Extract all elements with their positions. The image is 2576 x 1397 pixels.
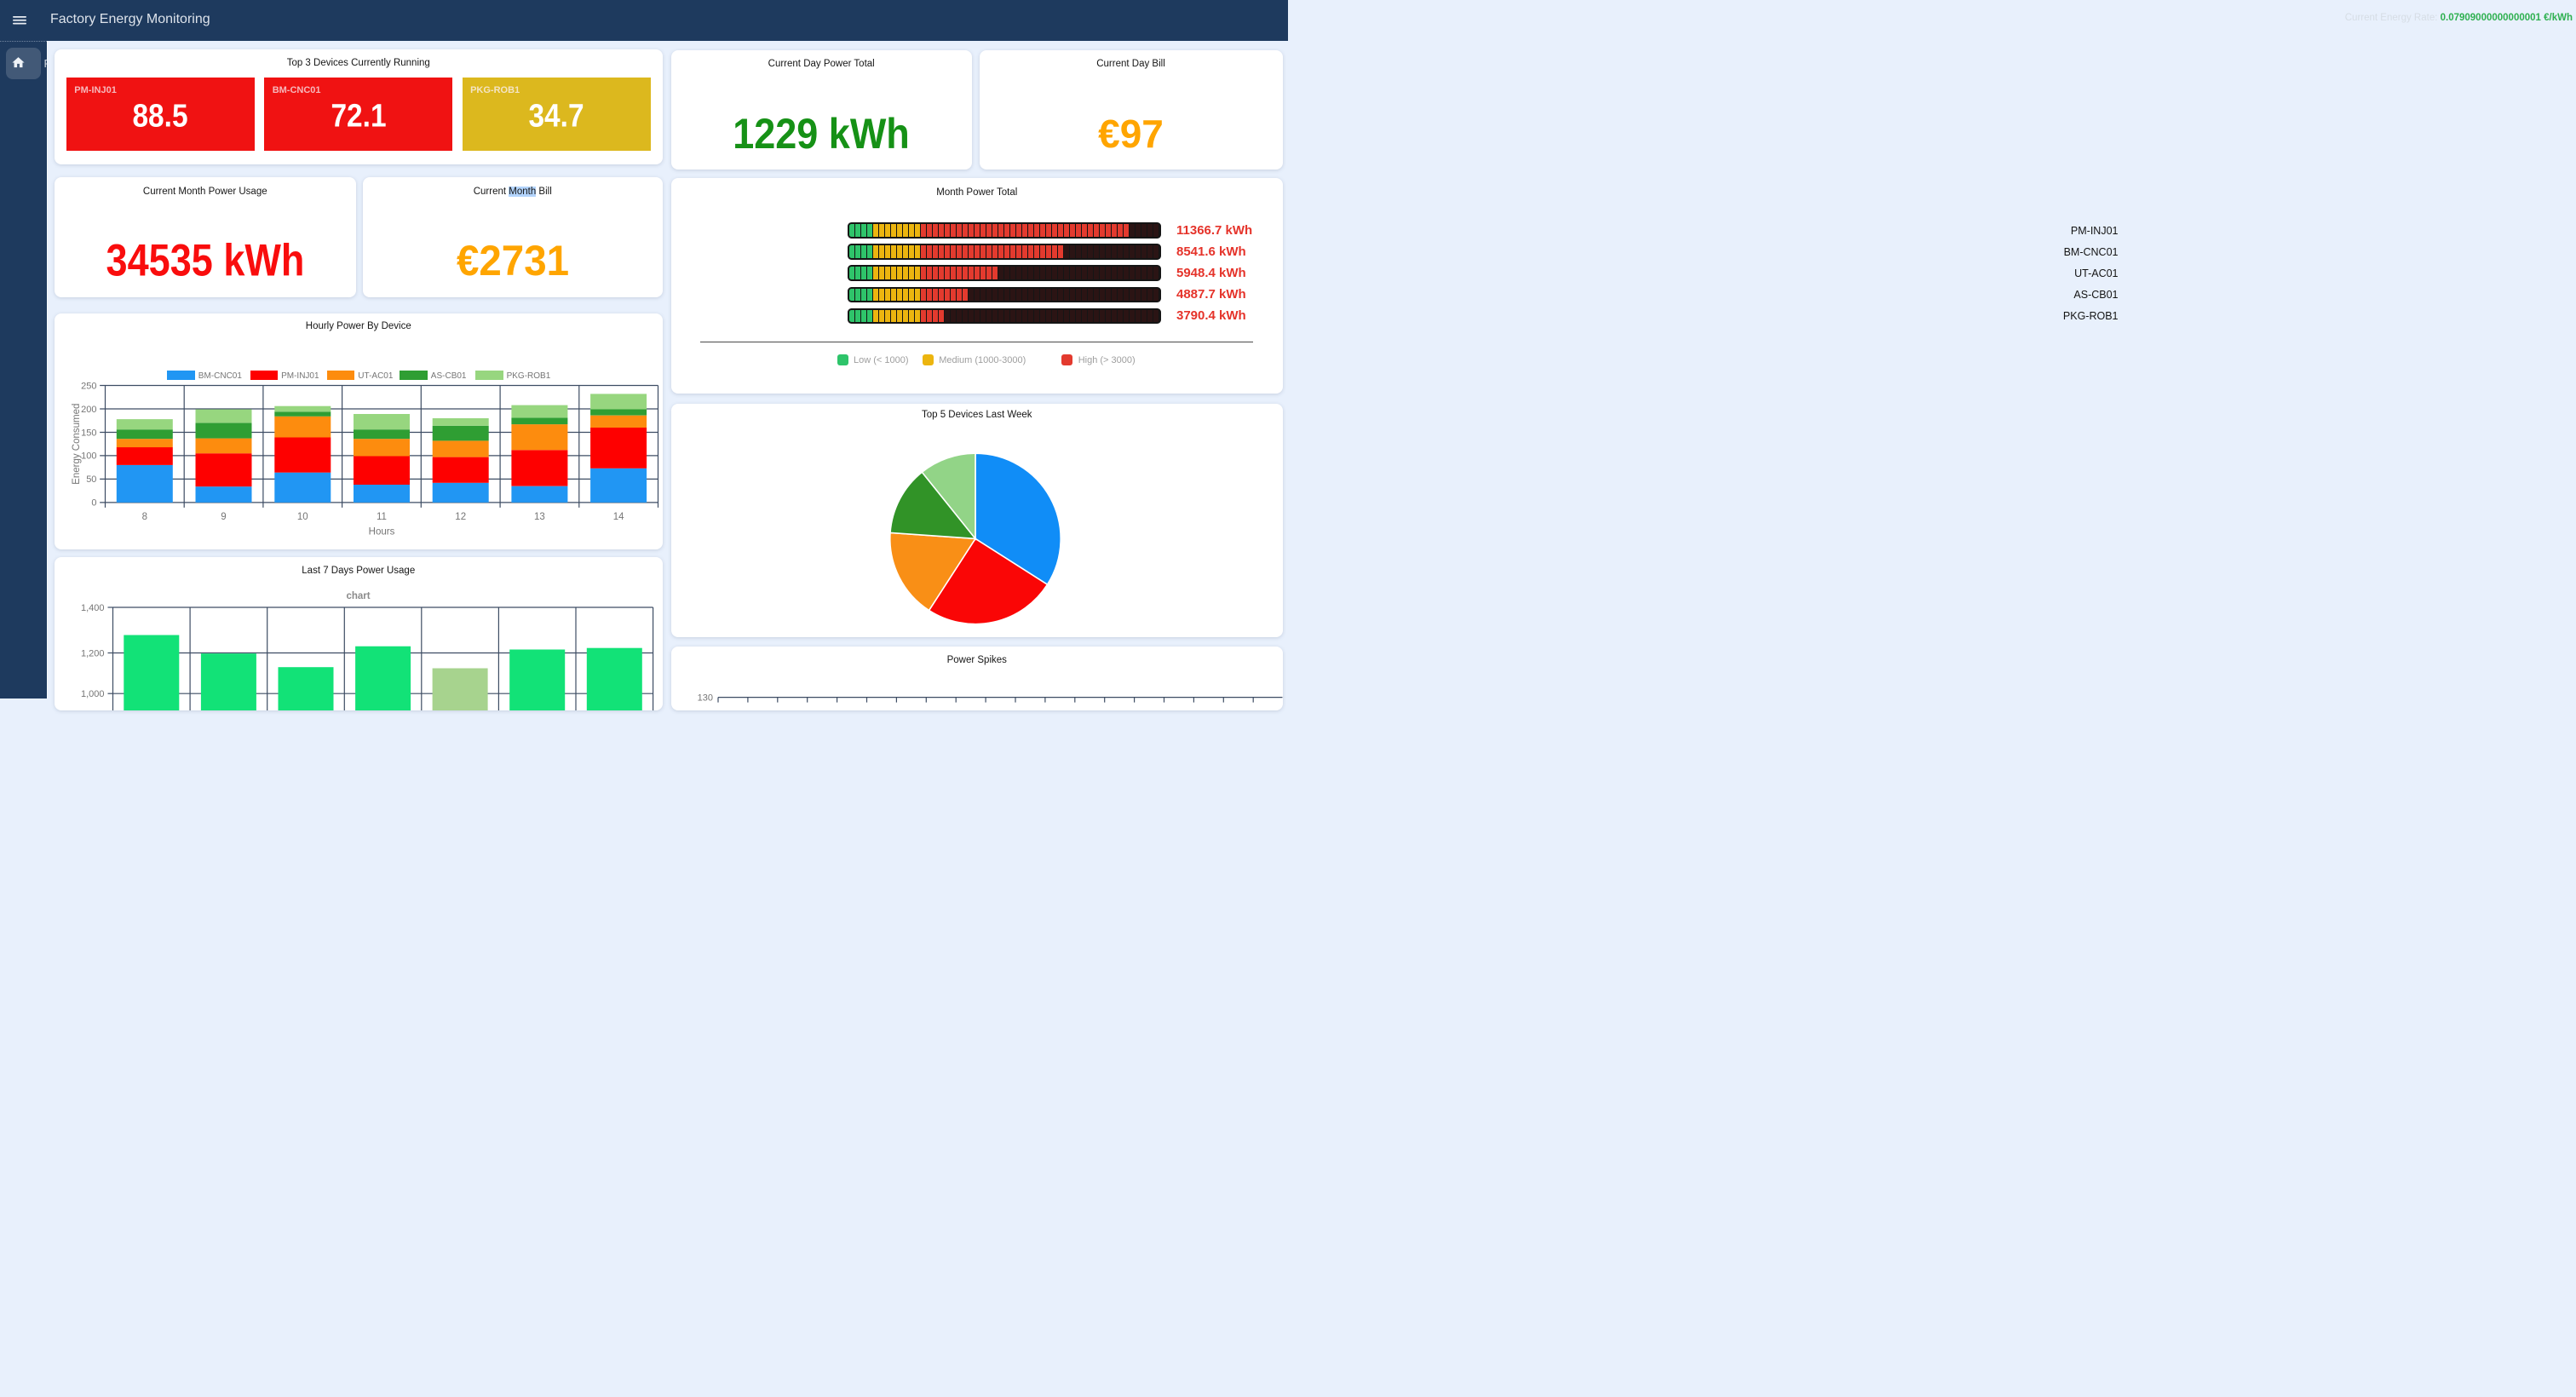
svg-text:14: 14 bbox=[613, 512, 624, 522]
svg-text:1,200: 1,200 bbox=[81, 648, 105, 658]
svg-text:12: 12 bbox=[455, 512, 466, 522]
svg-text:100: 100 bbox=[81, 451, 96, 462]
svg-text:10: 10 bbox=[297, 512, 308, 522]
svg-text:150: 150 bbox=[81, 428, 96, 438]
svg-text:200: 200 bbox=[81, 405, 96, 415]
svg-text:130: 130 bbox=[698, 693, 713, 704]
svg-text:1,400: 1,400 bbox=[81, 603, 105, 613]
svg-text:8: 8 bbox=[142, 512, 147, 522]
svg-text:9: 9 bbox=[221, 512, 226, 522]
svg-text:1,000: 1,000 bbox=[81, 689, 105, 699]
svg-text:Hours: Hours bbox=[369, 526, 395, 537]
svg-text:50: 50 bbox=[86, 474, 96, 485]
svg-text:Energy Consumed: Energy Consumed bbox=[72, 404, 82, 485]
svg-text:11: 11 bbox=[377, 512, 387, 522]
svg-text:250: 250 bbox=[81, 381, 96, 391]
svg-text:0: 0 bbox=[91, 498, 96, 509]
svg-text:13: 13 bbox=[534, 512, 545, 522]
